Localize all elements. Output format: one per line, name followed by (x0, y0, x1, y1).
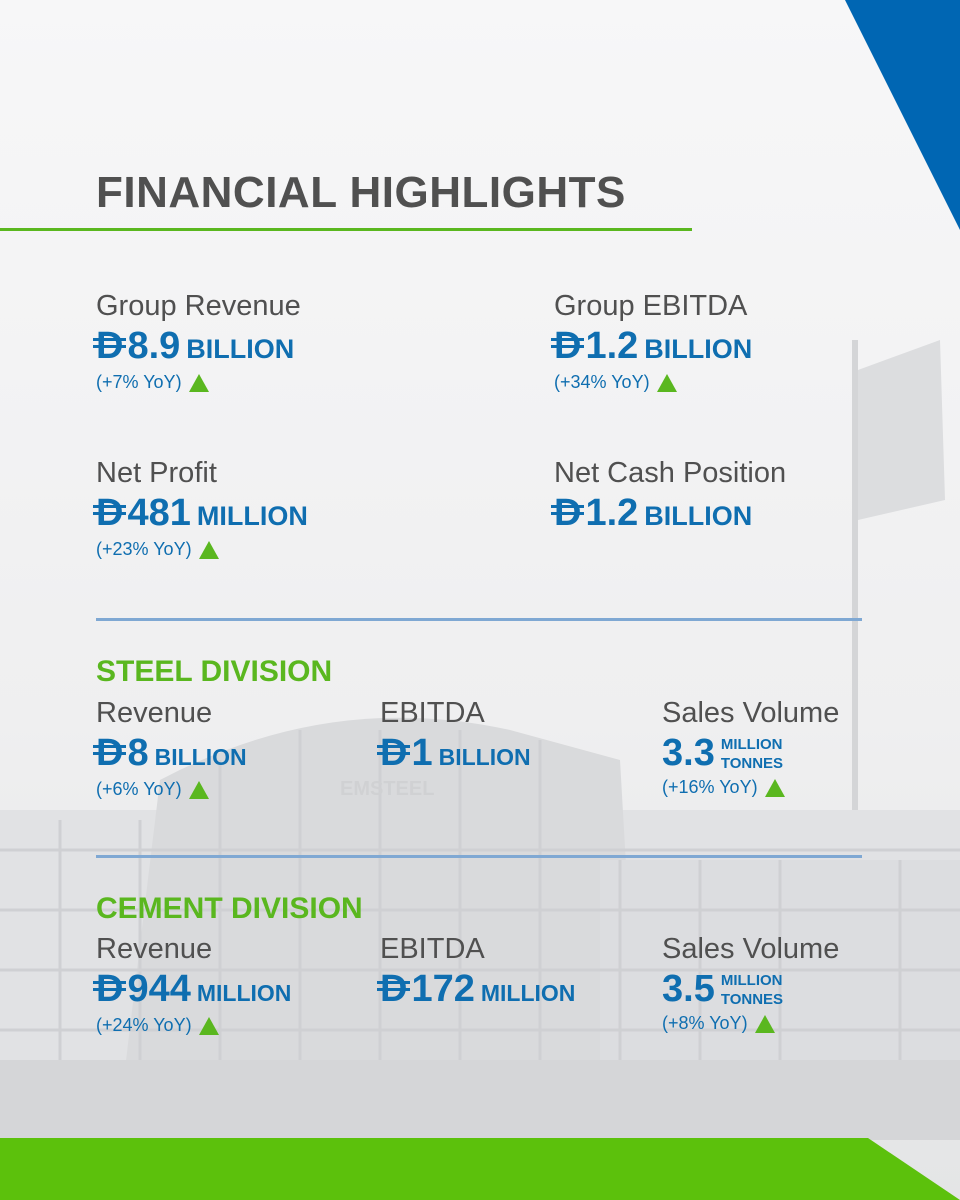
cement-ebitda-label: EBITDA (380, 933, 485, 965)
net-cash-unit: BILLION (644, 501, 753, 531)
cement-revenue-block: Revenue D 944 MILLION (+24% YoY) (92, 933, 292, 1036)
steel-sales-value: 3.3 MILLION TONNES (662, 732, 839, 775)
group-revenue-unit: BILLION (186, 334, 295, 364)
group-ebitda-block: Group EBITDA D 1.2 BILLION (+34% YoY) (550, 290, 753, 393)
cement-ebitda-unit: MILLION (480, 980, 576, 1006)
steel-ebitda-amount: 1 (411, 732, 433, 774)
net-cash-label: Net Cash Position (554, 457, 787, 489)
cement-sales-amount: 3.5 (662, 968, 715, 1010)
steel-revenue-yoy-text: (+6% YoY) (96, 779, 182, 799)
group-revenue-yoy: (+7% YoY) (96, 372, 301, 393)
dirham-icon: D (92, 732, 127, 774)
up-arrow-icon (198, 1016, 219, 1035)
net-profit-yoy-text: (+23% YoY) (96, 539, 192, 559)
up-arrow-icon (764, 778, 785, 797)
up-arrow-icon (656, 373, 677, 392)
building-sign: EMSTEEL (340, 778, 434, 800)
dirham-icon: D (376, 732, 411, 774)
steel-revenue-block: Revenue D 8 BILLION (+6% YoY) (92, 697, 247, 800)
net-profit-block: Net Profit D 481 MILLION (+23% YoY) (92, 457, 308, 560)
group-revenue-block: Group Revenue D 8.9 BILLION (+7% YoY) (92, 290, 301, 393)
net-profit-value: D 481 MILLION (92, 492, 308, 535)
net-cash-block: Net Cash Position D 1.2 BILLION (550, 457, 787, 535)
cement-sales-label: Sales Volume (662, 933, 840, 965)
steel-ebitda-label: EBITDA (380, 697, 485, 729)
group-revenue-label: Group Revenue (96, 290, 301, 322)
group-revenue-yoy-text: (+7% YoY) (96, 372, 182, 392)
cement-sales-yoy: (+8% YoY) (662, 1013, 839, 1034)
group-revenue-amount: 8.9 (127, 325, 181, 367)
net-cash-value: D 1.2 BILLION (550, 492, 786, 535)
cement-ebitda-amount: 172 (411, 968, 475, 1010)
dirham-icon: D (550, 325, 585, 367)
group-ebitda-unit: BILLION (644, 334, 753, 364)
cement-revenue-value: D 944 MILLION (92, 968, 292, 1011)
steel-ebitda-block: EBITDA D 1 BILLION (376, 697, 531, 775)
group-ebitda-value: D 1.2 BILLION (550, 325, 753, 368)
section-divider (96, 855, 862, 858)
dirham-icon: D (92, 492, 127, 534)
steel-revenue-unit: BILLION (154, 744, 247, 770)
cement-sales-yoy-text: (+8% YoY) (662, 1013, 748, 1033)
group-ebitda-label: Group EBITDA (554, 290, 748, 322)
steel-sales-unit-bottom: TONNES (720, 754, 784, 772)
steel-revenue-label: Revenue (96, 697, 213, 729)
up-arrow-icon (754, 1014, 775, 1033)
steel-sales-amount: 3.3 (662, 732, 715, 774)
net-profit-unit: MILLION (196, 501, 308, 531)
cement-division-title: CEMENT DIVISION (96, 892, 363, 925)
dirham-icon: D (92, 968, 127, 1010)
steel-revenue-amount: 8 (127, 732, 149, 774)
dirham-icon: D (550, 492, 585, 534)
steel-ebitda-value: D 1 BILLION (376, 732, 531, 775)
steel-sales-unit-top: MILLION (720, 735, 783, 753)
cement-ebitda-block: EBITDA D 172 MILLION (376, 933, 576, 1011)
title-underline (0, 228, 692, 231)
steel-ebitda-unit: BILLION (438, 744, 531, 770)
cement-sales-unit-bottom: TONNES (720, 990, 784, 1008)
group-ebitda-yoy: (+34% YoY) (554, 372, 752, 393)
cement-revenue-yoy-text: (+24% YoY) (96, 1015, 192, 1035)
net-profit-label: Net Profit (96, 457, 217, 489)
up-arrow-icon (198, 540, 219, 559)
up-arrow-icon (188, 780, 209, 799)
cement-sales-unit-top: MILLION (720, 971, 783, 989)
steel-revenue-yoy: (+6% YoY) (96, 779, 247, 800)
cement-sales-block: Sales Volume 3.5 MILLION TONNES (+8% YoY… (662, 933, 839, 1034)
up-arrow-icon (188, 373, 209, 392)
dirham-icon: D (92, 325, 127, 367)
steel-revenue-value: D 8 BILLION (92, 732, 247, 775)
steel-sales-yoy-text: (+16% YoY) (662, 777, 758, 797)
bottom-accent-green (0, 1138, 960, 1200)
corner-accent-blue (845, 0, 960, 230)
dirham-icon: D (376, 968, 411, 1010)
group-ebitda-amount: 1.2 (585, 325, 639, 367)
net-profit-amount: 481 (127, 492, 191, 534)
cement-revenue-yoy: (+24% YoY) (96, 1015, 291, 1036)
cement-revenue-unit: MILLION (196, 980, 292, 1006)
page-title: FINANCIAL HIGHLIGHTS (96, 168, 626, 217)
steel-sales-block: Sales Volume 3.3 MILLION TONNES (+16% Yo… (662, 697, 839, 798)
steel-division-title: STEEL DIVISION (96, 655, 333, 688)
net-cash-amount: 1.2 (585, 492, 639, 534)
section-divider (96, 618, 862, 621)
steel-sales-label: Sales Volume (662, 697, 840, 729)
cement-ebitda-value: D 172 MILLION (376, 968, 576, 1011)
cement-sales-value: 3.5 MILLION TONNES (662, 968, 839, 1011)
net-profit-yoy: (+23% YoY) (96, 539, 308, 560)
group-ebitda-yoy-text: (+34% YoY) (554, 372, 650, 392)
steel-sales-yoy: (+16% YoY) (662, 777, 839, 798)
cement-revenue-amount: 944 (127, 968, 191, 1010)
group-revenue-value: D 8.9 BILLION (92, 325, 301, 368)
cement-revenue-label: Revenue (96, 933, 213, 965)
